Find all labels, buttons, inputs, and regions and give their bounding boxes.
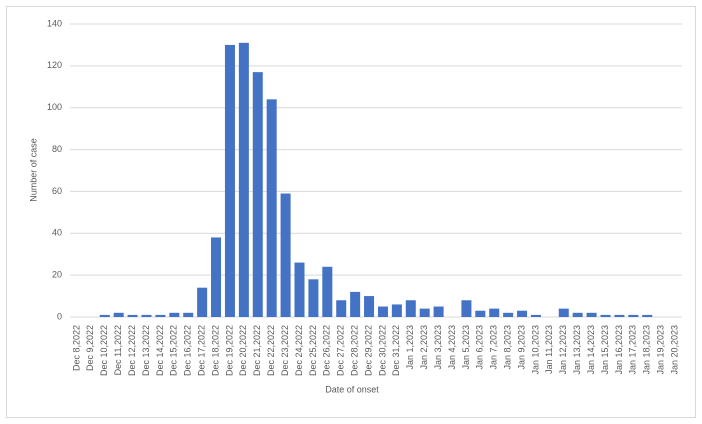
x-tick-label: Dec 25,2022 [308, 325, 318, 376]
x-tick-label: Dec 29,2022 [363, 325, 373, 376]
x-tick-label: Jan 6,2023 [475, 325, 485, 370]
x-tick-label: Jan 9,2023 [516, 325, 526, 370]
y-tick-label: 20 [52, 270, 62, 280]
x-tick-label: Jan 8,2023 [503, 325, 513, 370]
x-tick-label: Dec 8,2022 [71, 325, 81, 371]
y-tick-label: 120 [47, 60, 62, 70]
y-tick-label: 140 [47, 18, 62, 28]
y-tick-label: 60 [52, 186, 62, 196]
x-tick-label: Dec 15,2022 [169, 325, 179, 376]
bar [294, 262, 305, 317]
x-tick-label: Dec 17,2022 [197, 325, 207, 376]
bar [364, 296, 375, 317]
bar [113, 312, 124, 317]
y-tick-label: 40 [52, 228, 62, 238]
bar [489, 308, 500, 317]
x-tick-label: Jan 2,2023 [419, 325, 429, 370]
bar [475, 310, 486, 317]
x-tick-label: Jan 12,2023 [558, 325, 568, 375]
bar [99, 314, 110, 317]
bar [350, 291, 361, 317]
x-tick-label: Dec 18,2022 [210, 325, 220, 376]
x-tick-label: Jan 5,2023 [461, 325, 471, 370]
y-tick-label: 80 [52, 144, 62, 154]
x-tick-label: Dec 16,2022 [183, 325, 193, 376]
bar [183, 312, 194, 317]
x-tick-label: Jan 11,2023 [544, 325, 554, 374]
y-tick-label: 100 [47, 102, 62, 112]
x-tick-label: Dec 28,2022 [350, 325, 360, 376]
bar [127, 314, 138, 317]
x-tick-label: Dec 19,2022 [224, 325, 234, 376]
y-tick-label: 0 [57, 311, 62, 321]
bar [141, 314, 152, 317]
bar [238, 42, 249, 317]
x-tick-label: Dec 23,2022 [280, 325, 290, 376]
x-tick-label: Dec 20,2022 [238, 325, 248, 376]
x-tick-label: Dec 26,2022 [322, 325, 332, 376]
x-tick-label: Jan 3,2023 [433, 325, 443, 370]
x-axis-label: Date of onset [325, 384, 379, 394]
bar [224, 44, 235, 318]
bar [169, 312, 180, 317]
x-tick-label: Dec 14,2022 [155, 325, 165, 376]
x-tick-label: Jan 14,2023 [586, 325, 596, 375]
x-tick-label: Dec 11,2022 [113, 325, 123, 375]
x-tick-label: Jan 10,2023 [530, 325, 540, 375]
bar [391, 304, 402, 317]
x-tick-label: Dec 31,2022 [391, 325, 401, 376]
bar [308, 279, 319, 317]
x-tick-label: Dec 30,2022 [377, 325, 387, 376]
y-axis-label: Number of case [28, 138, 38, 202]
bar [642, 314, 653, 317]
bar [252, 72, 263, 317]
x-tick-label: Dec 24,2022 [294, 325, 304, 376]
x-tick-label: Dec 10,2022 [99, 325, 109, 376]
bar [628, 314, 639, 317]
bar [503, 312, 514, 317]
bar [197, 287, 208, 317]
x-tick-label: Dec 22,2022 [266, 325, 276, 376]
bar [405, 300, 416, 317]
bar [461, 300, 472, 317]
x-tick-label: Jan 17,2023 [628, 325, 638, 375]
bar [586, 312, 597, 317]
bar [377, 306, 388, 317]
x-tick-label: Dec 13,2022 [141, 325, 151, 376]
bar [600, 314, 611, 317]
x-tick-label: Jan 16,2023 [614, 325, 624, 375]
bar [322, 266, 333, 317]
x-tick-label: Dec 9,2022 [85, 325, 95, 371]
x-tick-label: Jan 13,2023 [572, 325, 582, 375]
bar [419, 308, 430, 317]
bar [558, 308, 569, 317]
bar [336, 300, 347, 317]
x-tick-label: Jan 18,2023 [642, 325, 652, 375]
chart-border [6, 6, 696, 418]
x-tick-label: Jan 20,2023 [669, 325, 679, 375]
bar [572, 312, 583, 317]
bar [280, 193, 291, 317]
bar [530, 314, 541, 317]
x-tick-label: Jan 4,2023 [447, 325, 457, 370]
x-tick-label: Jan 19,2023 [656, 325, 666, 375]
x-tick-label: Dec 12,2022 [127, 325, 137, 376]
bar [211, 237, 222, 317]
bar [266, 99, 277, 317]
bar [433, 306, 444, 317]
x-tick-label: Jan 1,2023 [405, 325, 415, 370]
bar [517, 310, 528, 317]
bar [614, 314, 625, 317]
bar [155, 314, 166, 317]
x-tick-label: Dec 21,2022 [252, 325, 262, 376]
x-tick-label: Jan 7,2023 [489, 325, 499, 370]
x-tick-label: Dec 27,2022 [336, 325, 346, 376]
x-tick-label: Jan 15,2023 [600, 325, 610, 375]
